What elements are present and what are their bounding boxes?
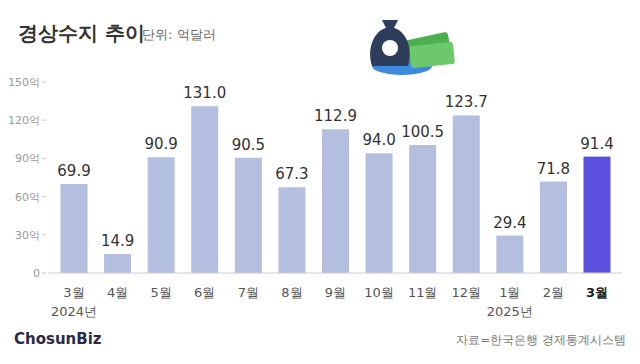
- data-label: 90.9: [144, 135, 177, 153]
- data-label: 29.4: [493, 214, 526, 232]
- data-label: 90.5: [232, 136, 265, 154]
- x-tick-label: 1월: [499, 285, 520, 300]
- y-tick: [42, 234, 46, 235]
- y-tick: [42, 82, 46, 83]
- x-tick-label: 4월: [107, 285, 128, 300]
- x-tick-label: 3월: [63, 285, 84, 300]
- bar: [278, 187, 305, 273]
- y-tick: [42, 196, 46, 197]
- bar: [540, 182, 567, 273]
- bar: [104, 254, 131, 273]
- x-tick-label: 2월: [543, 285, 564, 300]
- y-tick-label: 0: [33, 267, 40, 280]
- bar: [584, 157, 611, 273]
- y-tick-label: 30억: [15, 229, 40, 242]
- data-label: 123.7: [445, 93, 488, 111]
- data-label: 91.4: [580, 135, 613, 153]
- y-tick: [42, 273, 46, 274]
- x-tick-label: 3월: [586, 285, 608, 300]
- data-label: 131.0: [183, 84, 226, 102]
- source: 자료=한국은행 경제통계시스템: [456, 333, 626, 347]
- bar: [191, 106, 218, 273]
- bar: [496, 236, 523, 273]
- bar: [235, 158, 262, 273]
- x-axis-line: [48, 273, 622, 274]
- x-tick-label: 11월: [408, 285, 438, 300]
- x-tick-label: 6월: [194, 285, 215, 300]
- data-label: 67.3: [275, 165, 308, 183]
- year-label: 2025년: [487, 304, 533, 319]
- x-tick-label: 12월: [451, 285, 481, 300]
- bar: [409, 145, 436, 273]
- bar: [366, 153, 393, 273]
- x-tick-label: 5월: [151, 285, 172, 300]
- x-tick-label: 8월: [281, 285, 302, 300]
- bars: [61, 106, 611, 273]
- x-tick-label: 7월: [238, 285, 259, 300]
- x-tick-label: 10월: [364, 285, 394, 300]
- y-tick-label: 120억: [8, 114, 40, 127]
- bag-coin: [382, 40, 398, 56]
- logo: ChosunBiz: [14, 330, 102, 348]
- chart: 경상수지 추이단위: 억달러 0 30억 60억 90억 120억 150억 69.9 14.9…: [0, 0, 640, 364]
- subtitle: 단위: 억달러: [142, 27, 216, 42]
- y-tick: [42, 120, 46, 121]
- money-icon: [370, 20, 455, 75]
- data-label: 100.5: [401, 123, 444, 141]
- data-label: 94.0: [362, 131, 395, 149]
- year-label: 2024년: [51, 304, 97, 319]
- data-label: 112.9: [314, 107, 357, 125]
- y-tick-label: 150억: [8, 76, 40, 89]
- x-tick-label: 9월: [325, 285, 346, 300]
- title: 경상수지 추이: [18, 21, 145, 45]
- bar: [453, 115, 480, 273]
- bar: [322, 129, 349, 273]
- data-label: 69.9: [57, 162, 90, 180]
- data-label: 71.8: [537, 160, 570, 178]
- y-tick-label: 90억: [15, 152, 40, 165]
- bar: [61, 184, 88, 273]
- cash: [409, 42, 455, 68]
- y-tick-label: 60억: [15, 191, 40, 204]
- bag: [370, 20, 410, 66]
- bar: [148, 157, 175, 273]
- background: [0, 0, 640, 364]
- data-label: 14.9: [101, 232, 134, 250]
- y-tick: [42, 158, 46, 159]
